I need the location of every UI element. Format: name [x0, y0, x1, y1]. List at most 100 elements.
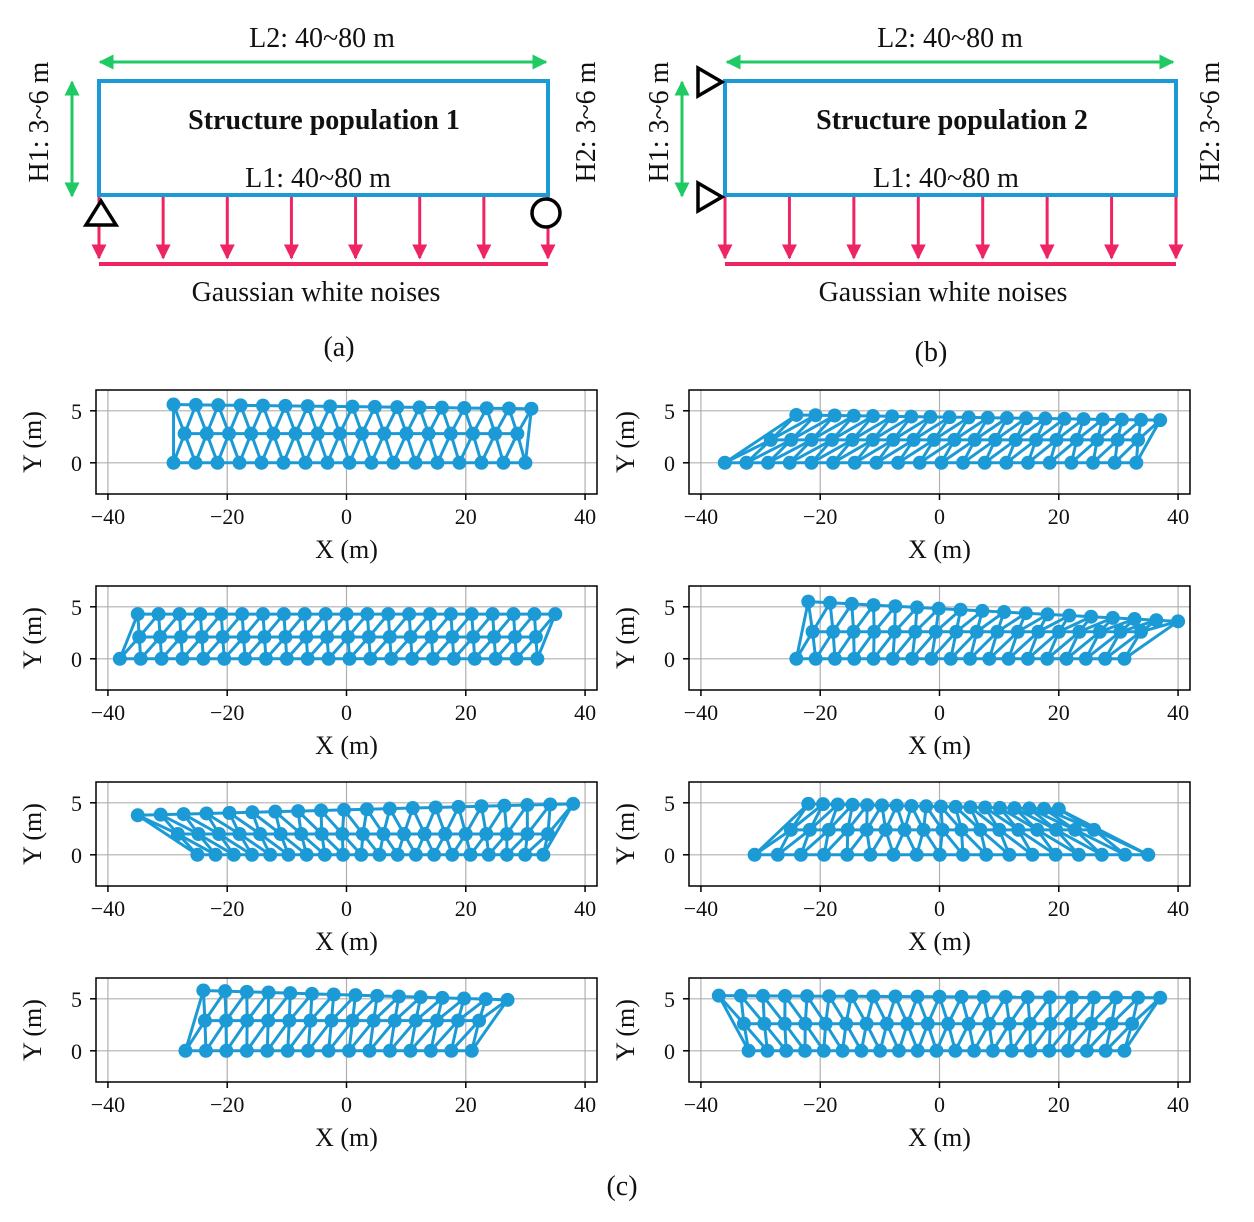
- truss-node: [253, 827, 268, 841]
- truss-node: [1114, 412, 1129, 427]
- truss-node: [1084, 609, 1099, 624]
- truss-node: [924, 651, 939, 666]
- truss-node: [280, 1043, 295, 1058]
- truss-node: [1002, 847, 1017, 862]
- truss-member: [790, 414, 836, 442]
- truss-node: [1043, 1016, 1058, 1031]
- caption-c: (c): [606, 1171, 637, 1202]
- truss-node: [403, 629, 418, 644]
- truss-node: [906, 432, 921, 447]
- truss-node: [783, 822, 798, 837]
- truss-node: [530, 651, 545, 666]
- truss-node: [281, 847, 296, 862]
- truss-node: [481, 847, 496, 862]
- truss-member: [118, 613, 140, 660]
- truss-node: [904, 798, 919, 813]
- truss-node: [789, 651, 804, 666]
- truss-node: [847, 455, 862, 470]
- truss-member: [535, 613, 557, 660]
- truss-node: [865, 432, 880, 447]
- truss-node: [741, 1043, 756, 1058]
- truss-member: [136, 814, 199, 857]
- truss-member: [767, 438, 813, 465]
- truss-node: [963, 800, 978, 815]
- truss-node: [840, 847, 855, 862]
- truss-node: [736, 1016, 751, 1031]
- y-tick-label: 0: [71, 1039, 82, 1064]
- truss-node: [294, 827, 309, 841]
- truss-node: [355, 827, 370, 841]
- truss-node: [524, 401, 539, 416]
- truss-node: [805, 624, 820, 639]
- truss-node: [867, 624, 882, 639]
- x-tick-label: 0: [934, 1092, 945, 1117]
- truss-node: [382, 801, 397, 816]
- load-arrows: [717, 197, 1184, 260]
- truss-node: [405, 801, 420, 816]
- truss-node: [1086, 455, 1101, 470]
- truss-node: [1042, 455, 1057, 470]
- truss-node: [463, 847, 478, 862]
- truss-node: [956, 455, 971, 470]
- truss-node: [314, 827, 329, 841]
- truss-node: [291, 804, 306, 819]
- truss-node: [988, 432, 1003, 447]
- truss-node: [421, 426, 436, 441]
- truss-node: [865, 409, 880, 424]
- x-tick-label: −40: [91, 896, 125, 921]
- x-axis-label: X (m): [315, 1123, 378, 1152]
- x-tick-label: 40: [574, 700, 596, 725]
- truss-node: [826, 455, 841, 470]
- truss-node: [221, 426, 236, 441]
- truss-node: [359, 802, 374, 817]
- x-axis-label: X (m): [908, 927, 971, 956]
- truss-node: [823, 595, 838, 610]
- truss-node: [239, 1043, 254, 1058]
- x-tick-label: −40: [684, 896, 718, 921]
- truss-node: [947, 432, 962, 447]
- truss-node: [885, 651, 900, 666]
- truss-node: [1105, 610, 1120, 625]
- caption-a: (a): [323, 332, 354, 363]
- truss-member: [1084, 630, 1122, 660]
- truss-node: [961, 1016, 976, 1031]
- truss-node: [949, 624, 964, 639]
- truss-node: [942, 410, 957, 425]
- truss-node: [923, 409, 938, 424]
- truss-node: [314, 803, 329, 818]
- truss-node: [1018, 606, 1033, 621]
- roller-support-icon: [530, 197, 562, 229]
- y-axis-label: Y (m): [611, 803, 640, 865]
- x-tick-label: 40: [1167, 896, 1189, 921]
- truss-node: [372, 847, 387, 862]
- truss-node: [935, 822, 950, 837]
- truss-member: [1017, 828, 1057, 857]
- truss-node: [362, 1043, 377, 1058]
- truss-node: [488, 651, 503, 666]
- truss-node: [778, 988, 793, 1003]
- x-axis-label: X (m): [908, 535, 971, 564]
- x-axis-label: X (m): [908, 1123, 971, 1152]
- truss-node: [518, 847, 533, 862]
- truss-node: [445, 629, 460, 644]
- truss-node: [1011, 822, 1026, 837]
- truss-node: [208, 847, 223, 862]
- truss-node: [910, 989, 925, 1004]
- panel-a: L2: 40~80 m H1: 3~6 m H2: 3~6 m Structur…: [24, 23, 602, 363]
- truss-node: [178, 1043, 193, 1058]
- truss-node: [266, 426, 281, 441]
- truss-node: [466, 629, 481, 644]
- truss-node: [891, 1043, 906, 1058]
- truss-node: [932, 847, 947, 862]
- truss-node: [390, 847, 405, 862]
- truss-node: [254, 455, 269, 470]
- y-tick-label: 5: [664, 399, 675, 424]
- truss-member: [851, 415, 893, 442]
- truss-node: [908, 624, 923, 639]
- x-tick-label: −20: [210, 504, 244, 529]
- truss-node: [299, 629, 314, 644]
- truss-node: [928, 624, 943, 639]
- truss-member: [723, 413, 798, 465]
- x-tick-label: −20: [803, 700, 837, 725]
- truss-node: [170, 827, 185, 841]
